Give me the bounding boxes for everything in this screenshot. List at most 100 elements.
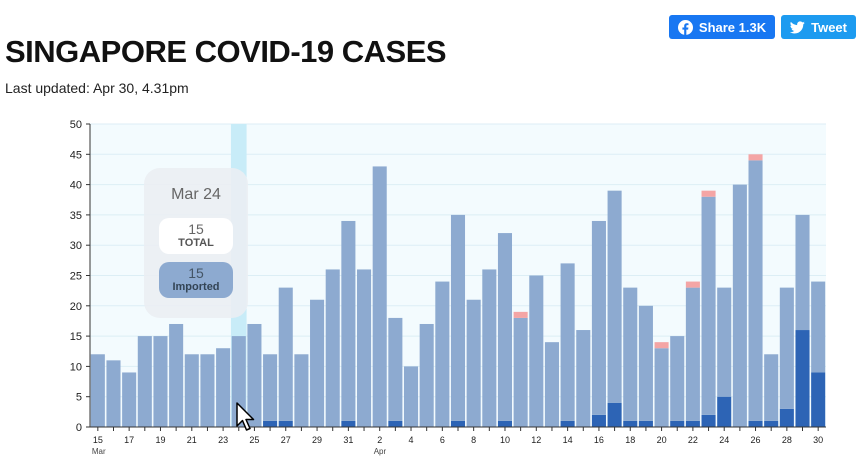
bar-imported	[748, 160, 763, 421]
bar-imported	[372, 166, 387, 428]
bar-unlinked	[654, 342, 669, 349]
bar-local	[450, 420, 466, 427]
bar-imported	[732, 184, 747, 427]
bar-local	[701, 414, 716, 427]
y-tick-label: 25	[70, 271, 82, 283]
tooltip-date: Mar 24	[171, 186, 221, 203]
y-tick-label: 45	[70, 149, 82, 161]
bar-imported	[638, 305, 653, 421]
facebook-share-button[interactable]: Share 1.3K	[668, 15, 776, 39]
bar-imported	[294, 354, 309, 427]
bar-imported	[106, 360, 121, 427]
bar-imported	[764, 354, 779, 421]
bar-local	[717, 396, 732, 427]
y-tick-label: 15	[70, 331, 82, 343]
bar-local	[748, 420, 763, 427]
bar-imported	[560, 263, 575, 421]
bar-imported	[184, 354, 199, 427]
bar-imported	[670, 336, 685, 421]
bar-local	[388, 420, 403, 427]
bar-imported	[654, 348, 669, 427]
bar-imported	[419, 323, 434, 427]
bar-imported	[576, 330, 591, 427]
bar-imported	[153, 336, 168, 427]
y-tick-label: 0	[76, 422, 82, 434]
tooltip-total-label: TOTAL	[178, 237, 214, 249]
bar-imported	[231, 336, 246, 427]
bar-imported	[216, 348, 231, 427]
bar-imported	[591, 220, 606, 415]
bar-imported	[278, 287, 293, 421]
bar-local	[560, 420, 575, 427]
bar-local	[263, 420, 278, 427]
x-tick-label: 28	[782, 435, 792, 445]
y-tick-label: 5	[76, 392, 82, 404]
x-tick-label: 31	[343, 435, 353, 445]
bar-local	[811, 372, 826, 427]
x-tick-label: 29	[312, 435, 322, 445]
bar-local	[623, 420, 638, 427]
chart-tooltip: Mar 24 15 TOTAL 15 Imported	[144, 168, 248, 318]
x-tick-label: 10	[500, 435, 510, 445]
x-tick-label: 17	[124, 435, 134, 445]
bar-imported	[435, 281, 450, 427]
bar-imported	[450, 214, 466, 421]
x-tick-label: 23	[218, 435, 228, 445]
x-tick-label: 22	[688, 435, 698, 445]
x-tick-label: 8	[471, 435, 476, 445]
bar-imported	[325, 269, 340, 427]
facebook-share-label: Share 1.3K	[698, 19, 767, 35]
bar-unlinked	[748, 154, 763, 161]
bar-imported	[137, 336, 152, 427]
bar-imported	[341, 220, 356, 421]
tooltip-total-value: 15	[188, 221, 204, 237]
x-tick-label: 18	[625, 435, 635, 445]
x-tick-label: 25	[249, 435, 259, 445]
page-title: SINGAPORE COVID-19 CASES	[5, 34, 447, 69]
y-tick-label: 10	[70, 361, 82, 373]
bar-imported	[685, 287, 700, 421]
y-tick-label: 20	[70, 301, 82, 313]
x-month-label: Mar	[92, 447, 106, 456]
share-bar: Share 1.3K Tweet	[668, 15, 856, 39]
x-tick-label: 6	[440, 435, 445, 445]
bar-imported	[497, 233, 513, 421]
bar-local	[764, 420, 779, 427]
twitter-bird-icon	[790, 20, 805, 33]
bar-imported	[200, 354, 215, 427]
x-tick-label: 2	[377, 435, 382, 445]
bar-imported	[122, 372, 137, 427]
bar-unlinked	[513, 311, 528, 318]
bar-imported	[247, 323, 262, 427]
x-tick-label: 15	[93, 435, 103, 445]
tweet-button[interactable]: Tweet	[781, 15, 856, 39]
bar-local	[341, 420, 356, 427]
y-tick-label: 35	[70, 210, 82, 222]
bar-imported	[263, 354, 278, 421]
bar-local	[278, 420, 293, 427]
bar-imported	[795, 214, 810, 331]
bar-imported	[513, 317, 528, 427]
bar-imported	[169, 323, 184, 427]
bar-imported	[357, 269, 372, 427]
bar-imported	[717, 287, 732, 397]
mouse-cursor-icon	[236, 402, 255, 431]
x-tick-label: 24	[719, 435, 729, 445]
bar-imported	[544, 342, 559, 427]
facebook-icon	[677, 19, 693, 35]
bar-imported	[811, 281, 826, 373]
bar-imported	[310, 299, 325, 427]
x-tick-label: 4	[409, 435, 414, 445]
bar-imported	[779, 287, 794, 409]
bar-imported	[466, 299, 481, 427]
bar-local	[685, 420, 700, 427]
x-tick-label: 16	[594, 435, 604, 445]
bar-local	[591, 414, 606, 427]
bar-local	[670, 420, 685, 427]
tooltip-imported-value: 15	[188, 265, 204, 281]
tweet-label: Tweet	[811, 19, 847, 35]
x-tick-label: 26	[751, 435, 761, 445]
bar-local	[638, 420, 653, 427]
x-month-label: Apr	[374, 447, 387, 456]
y-tick-label: 50	[70, 119, 82, 131]
